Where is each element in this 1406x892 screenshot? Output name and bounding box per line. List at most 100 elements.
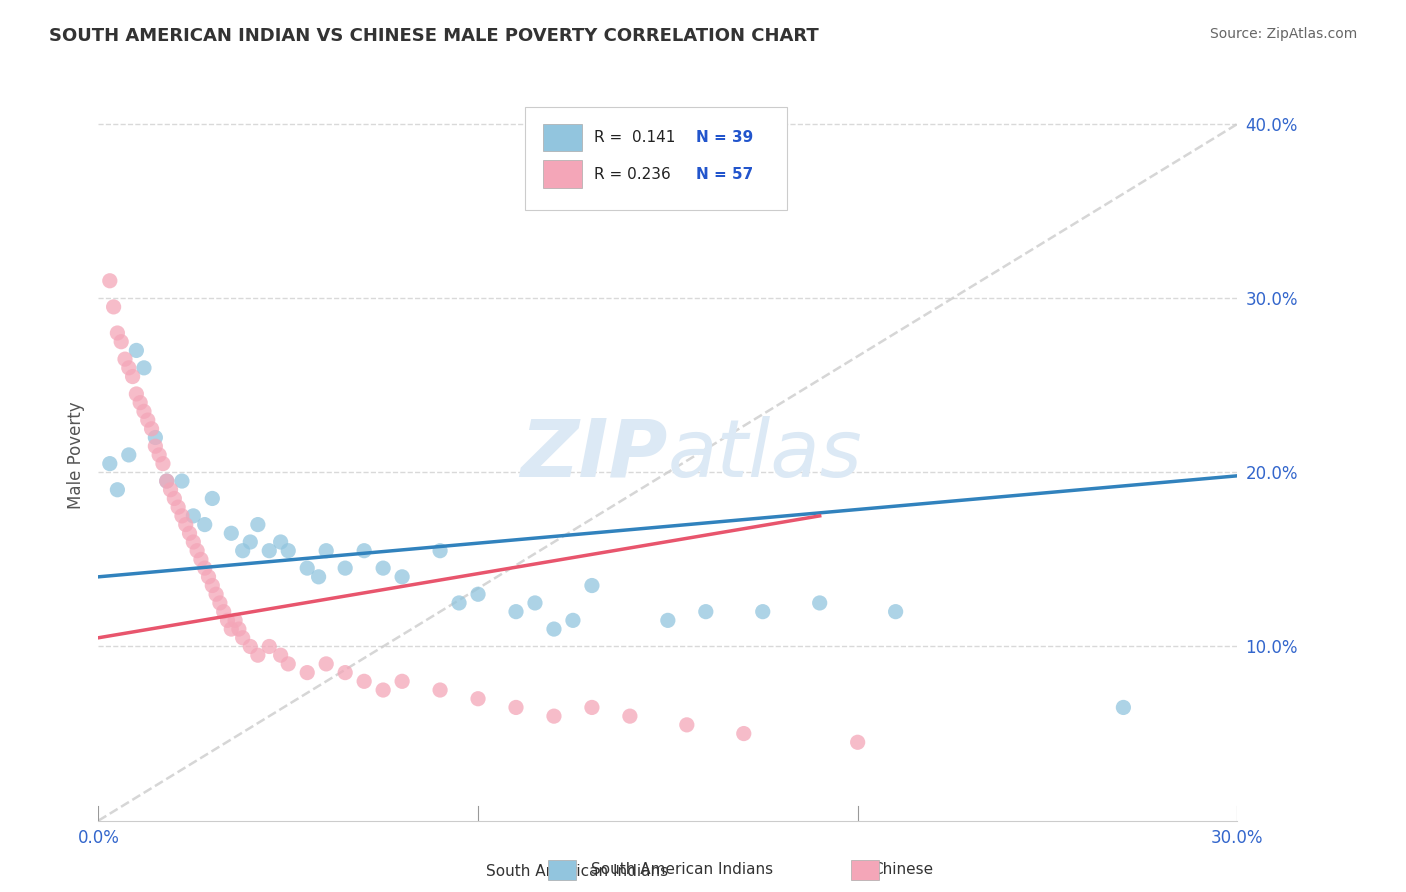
Point (228, 622, 250, 636)
Point (270, 535, 292, 549)
Point (170, 474, 193, 488)
Point (132, 360, 155, 375)
Point (505, 700, 527, 714)
Point (118, 448, 141, 462)
Y-axis label: Male Poverty: Male Poverty (66, 401, 84, 508)
Point (179, 526, 201, 541)
Point (167, 500, 190, 515)
Point (315, 657, 337, 671)
Point (190, 552, 212, 566)
Point (98, 274, 121, 288)
FancyBboxPatch shape (543, 161, 582, 188)
Point (259, 640, 281, 654)
Point (156, 474, 179, 488)
Text: Source: ZipAtlas.com: Source: ZipAtlas.com (1209, 27, 1357, 41)
Point (174, 517, 197, 532)
Point (695, 605, 717, 619)
Point (156, 474, 179, 488)
Text: South American Indians: South American Indians (485, 864, 668, 880)
Point (581, 578, 603, 592)
Point (224, 613, 246, 627)
Point (170, 508, 193, 523)
Point (98, 457, 121, 471)
Point (277, 657, 299, 671)
Point (297, 561, 319, 575)
Point (371, 683, 394, 698)
Point (505, 605, 527, 619)
Point (391, 674, 413, 689)
Point (657, 613, 679, 627)
Point (148, 448, 170, 462)
Point (315, 543, 337, 558)
Point (145, 439, 167, 453)
Text: R =  0.141: R = 0.141 (593, 130, 675, 145)
Point (619, 709, 641, 723)
Point (353, 674, 375, 689)
Point (335, 665, 357, 680)
Point (145, 430, 167, 444)
Point (205, 587, 228, 601)
Point (676, 718, 699, 732)
Point (107, 326, 129, 340)
FancyBboxPatch shape (526, 108, 787, 210)
Point (429, 683, 451, 698)
Point (884, 605, 907, 619)
Point (183, 508, 205, 523)
Point (733, 726, 755, 740)
Point (391, 570, 413, 584)
Point (297, 665, 319, 680)
Point (110, 334, 132, 349)
Point (121, 369, 143, 384)
Point (449, 596, 471, 610)
Point (239, 640, 262, 654)
Point (353, 543, 375, 558)
Point (186, 543, 208, 558)
Point (524, 596, 547, 610)
Point (159, 483, 181, 497)
Point (308, 570, 330, 584)
Point (239, 535, 262, 549)
Point (103, 300, 125, 314)
Point (270, 648, 292, 663)
Point (183, 535, 205, 549)
Point (163, 491, 186, 506)
Text: SOUTH AMERICAN INDIAN VS CHINESE MALE POVERTY CORRELATION CHART: SOUTH AMERICAN INDIAN VS CHINESE MALE PO… (49, 27, 818, 45)
Point (194, 561, 217, 575)
Point (467, 587, 489, 601)
Text: R = 0.236: R = 0.236 (593, 167, 671, 182)
Point (808, 596, 831, 610)
Text: N = 57: N = 57 (696, 167, 754, 182)
Text: atlas: atlas (668, 416, 863, 494)
Point (562, 613, 585, 627)
Point (246, 517, 269, 532)
Text: Chinese: Chinese (872, 863, 932, 877)
Point (152, 457, 174, 471)
Point (581, 700, 603, 714)
Point (752, 605, 775, 619)
Text: N = 39: N = 39 (696, 130, 754, 145)
Point (197, 570, 219, 584)
Point (221, 526, 243, 541)
Point (201, 491, 224, 506)
Text: South American Indians: South American Indians (591, 863, 773, 877)
Point (125, 343, 148, 358)
Point (259, 543, 281, 558)
Point (221, 622, 243, 636)
Text: ZIP: ZIP (520, 416, 668, 494)
Point (217, 613, 239, 627)
Point (114, 352, 136, 367)
Point (132, 404, 155, 418)
Point (201, 578, 224, 592)
FancyBboxPatch shape (543, 124, 582, 152)
Point (371, 561, 394, 575)
Point (194, 517, 217, 532)
Point (141, 422, 163, 436)
Point (129, 395, 152, 409)
Point (107, 483, 129, 497)
Point (246, 648, 269, 663)
Point (846, 735, 869, 749)
Point (118, 360, 141, 375)
Point (1112, 700, 1135, 714)
Point (125, 387, 148, 401)
Point (429, 543, 451, 558)
